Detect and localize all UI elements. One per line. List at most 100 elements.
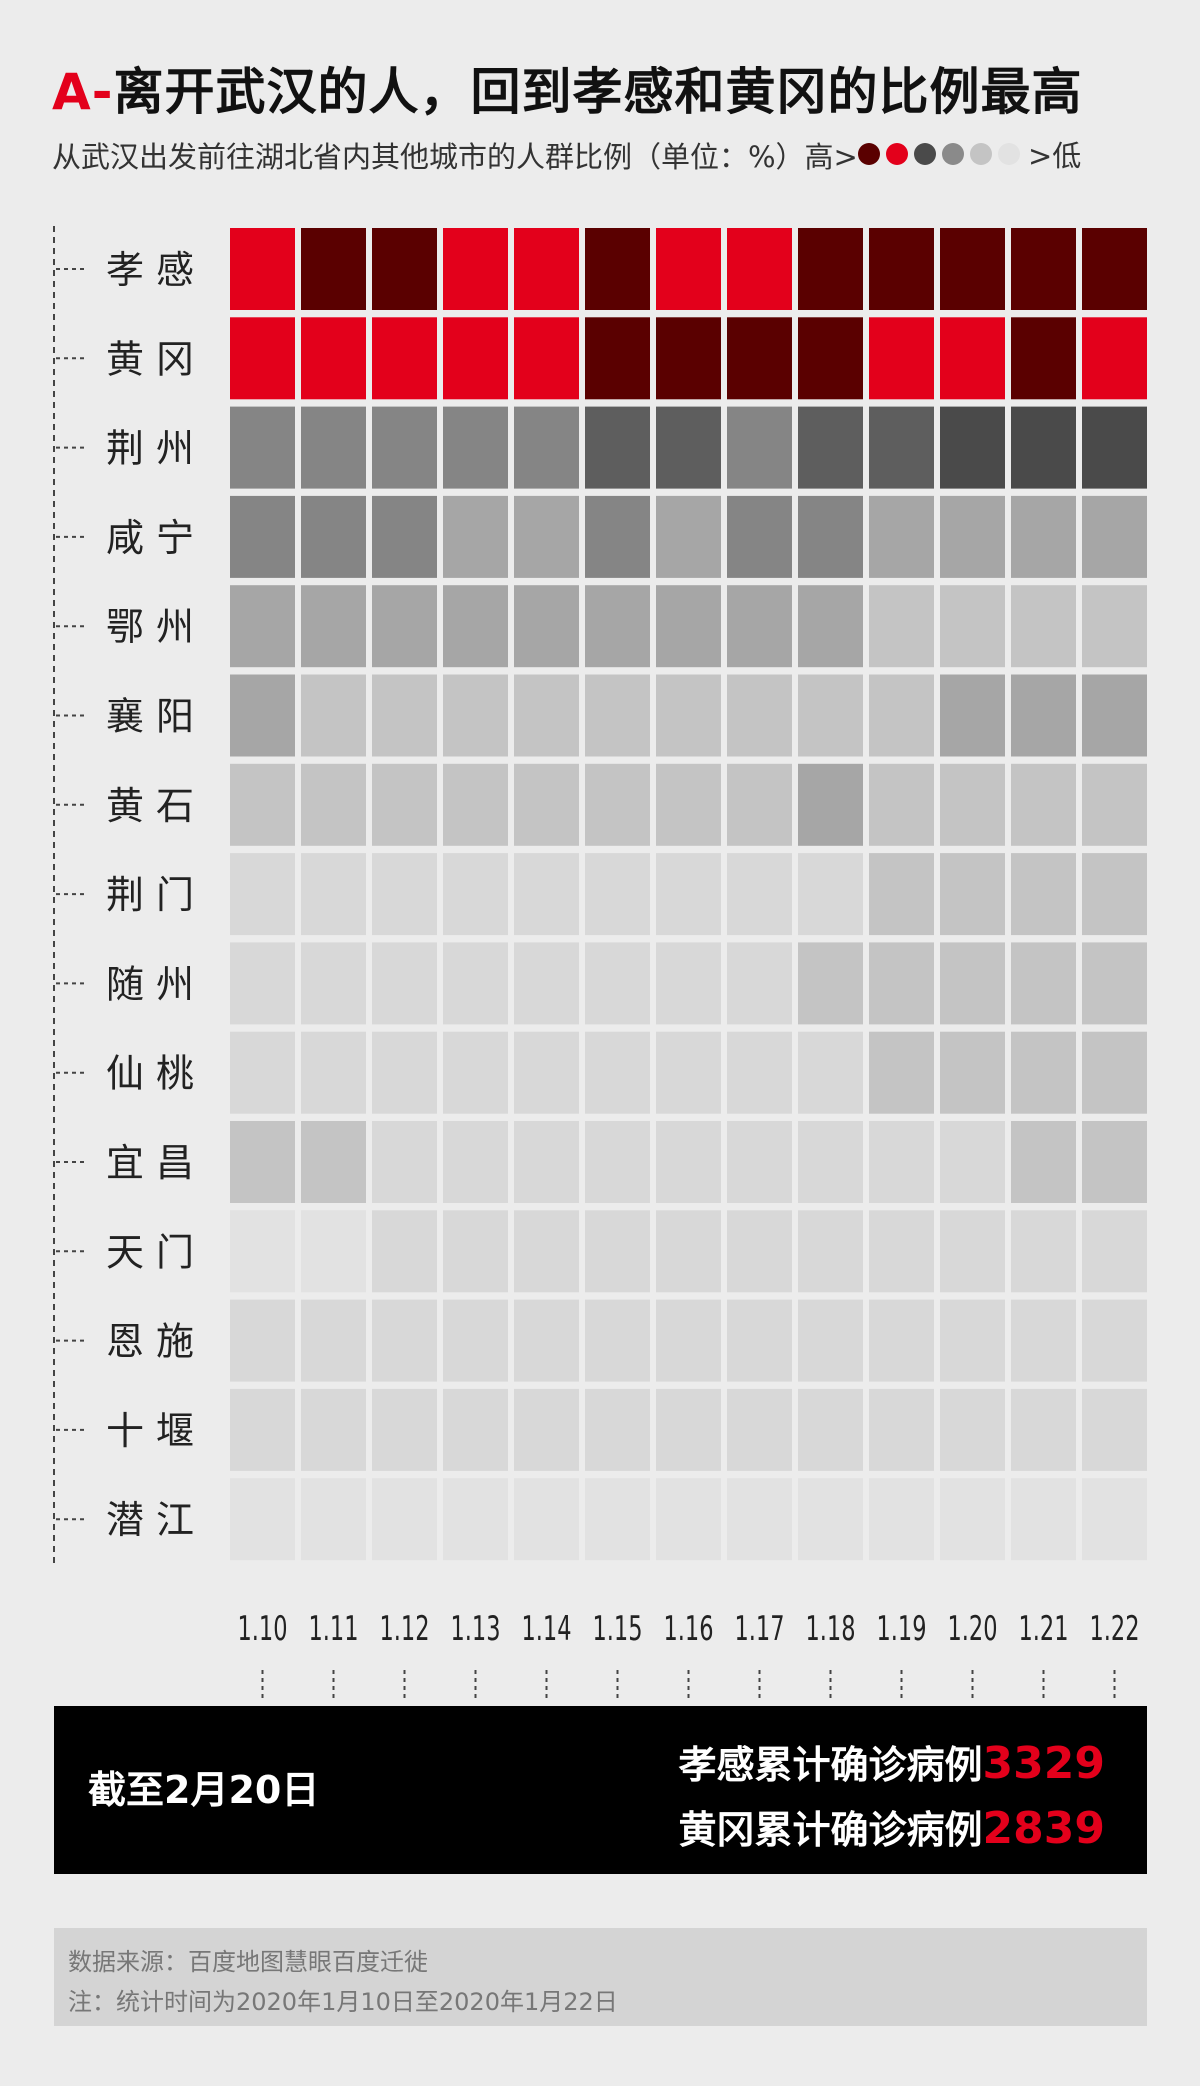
heatmap-cell: [869, 674, 934, 757]
legend-dot-5: [970, 143, 992, 165]
heatmap-cell: [301, 942, 366, 1025]
as-of-date: 截至2月20日: [88, 1768, 320, 1812]
heatmap-cell: [1082, 317, 1147, 400]
heatmap-cell: [940, 495, 1005, 578]
heatmap-cell: [230, 853, 295, 936]
title-prefix: A-: [52, 63, 114, 121]
heatmap-cell: [514, 1031, 579, 1114]
huanggang-cases: 黄冈累计确诊病例2839: [679, 1797, 1105, 1862]
time-range-note: 注：统计时间为2020年1月10日至2020年1月22日: [68, 1988, 618, 2016]
heatmap-cell: [869, 1478, 934, 1561]
heatmap-cell: [514, 1388, 579, 1471]
heatmap-cell: [585, 228, 650, 310]
heatmap-cell: [940, 674, 1005, 757]
heatmap-cell: [514, 942, 579, 1025]
heatmap-cell: [1011, 942, 1076, 1025]
heatmap-cell: [1011, 674, 1076, 757]
y-tick-label: 宜 昌: [106, 1141, 194, 1185]
x-tick-label: 1.22: [1090, 1609, 1140, 1649]
x-tick-label: 1.20: [948, 1609, 998, 1649]
heatmap-cell: [727, 942, 792, 1025]
heatmap-cell: [301, 228, 366, 310]
chart-subtitle: 从武汉出发前往湖北省内其他城市的人群比例（单位：%）高>: [52, 140, 858, 174]
heatmap-cell: [585, 495, 650, 578]
legend-dot-3: [914, 143, 936, 165]
x-tick-label: 1.17: [735, 1609, 785, 1649]
heatmap-cell: [869, 1299, 934, 1382]
heatmap-cell: [1082, 763, 1147, 846]
heatmap-cell: [585, 1121, 650, 1203]
heatmap-cell: [443, 763, 508, 846]
heatmap-cell: [656, 1031, 721, 1114]
heatmap-cell: [727, 585, 792, 668]
heatmap-cell: [230, 763, 295, 846]
heatmap-cell: [1011, 1388, 1076, 1471]
heatmap-cell: [940, 317, 1005, 400]
y-tick-label: 荆 门: [106, 873, 194, 917]
heatmap-cell: [514, 763, 579, 846]
x-tick-label: 1.21: [1019, 1609, 1069, 1649]
y-tick-label: 天 门: [106, 1230, 194, 1274]
huanggang-cases-label: 黄冈累计确诊病例: [678, 1808, 983, 1852]
x-tick-label: 1.15: [593, 1609, 643, 1649]
heatmap-cell: [727, 1388, 792, 1471]
x-tick-label: 1.19: [877, 1609, 927, 1649]
legend-dots: [858, 143, 1020, 165]
heatmap-cell: [1011, 1031, 1076, 1114]
heatmap-cell: [1082, 1388, 1147, 1471]
heatmap-cell: [372, 495, 437, 578]
heatmap-cell: [940, 1210, 1005, 1293]
heatmap-cell: [1011, 317, 1076, 400]
heatmap-cell: [656, 1299, 721, 1382]
heatmap-cell: [798, 1388, 863, 1471]
heatmap-cell: [1082, 495, 1147, 578]
heatmap-cell: [869, 585, 934, 668]
heatmap-cell: [230, 1478, 295, 1561]
heatmap-cell: [230, 1388, 295, 1471]
heatmap-cell: [798, 853, 863, 936]
heatmap-cell: [869, 1210, 934, 1293]
heatmap-cell: [940, 585, 1005, 668]
heatmap-cell: [301, 1210, 366, 1293]
heatmap-cell: [301, 1299, 366, 1382]
heatmap-cell: [230, 674, 295, 757]
heatmap-cell: [585, 1299, 650, 1382]
heatmap-cell: [940, 942, 1005, 1025]
heatmap-cell: [656, 406, 721, 489]
heatmap-cell: [656, 763, 721, 846]
chart-title: A-离开武汉的人，回到孝感和黄冈的比例最高: [52, 52, 1082, 124]
x-tick-label: 1.16: [664, 1609, 714, 1649]
heatmap-cell: [443, 495, 508, 578]
heatmap-cell: [372, 1121, 437, 1203]
huanggang-cases-value: 2839: [982, 1803, 1105, 1854]
heatmap-cell: [230, 1121, 295, 1203]
heatmap-cell: [798, 1031, 863, 1114]
heatmap-cell: [727, 674, 792, 757]
heatmap-cell: [1082, 1031, 1147, 1114]
heatmap-cell: [230, 495, 295, 578]
heatmap-cell: [514, 317, 579, 400]
heatmap-cell: [656, 1478, 721, 1561]
heatmap-cell: [656, 1121, 721, 1203]
heatmap-cell: [585, 942, 650, 1025]
heatmap-cell: [656, 853, 721, 936]
heatmap-cell: [727, 495, 792, 578]
heatmap-cell: [798, 228, 863, 310]
heatmap-cell: [514, 585, 579, 668]
heatmap-cell: [940, 1478, 1005, 1561]
heatmap-cell: [798, 585, 863, 668]
heatmap-cell: [656, 585, 721, 668]
heatmap-cell: [585, 853, 650, 936]
heatmap-cell: [372, 228, 437, 310]
x-tick-label: 1.18: [806, 1609, 856, 1649]
y-tick-label: 孝 感: [106, 248, 194, 292]
heatmap-cell: [301, 853, 366, 936]
heatmap-cell: [1011, 406, 1076, 489]
heatmap-cell: [585, 763, 650, 846]
heatmap-cell: [869, 228, 934, 310]
heatmap-cell: [585, 317, 650, 400]
heatmap-cell: [230, 1031, 295, 1114]
heatmap-cell: [798, 495, 863, 578]
heatmap-cell: [656, 942, 721, 1025]
heatmap-cell: [301, 763, 366, 846]
